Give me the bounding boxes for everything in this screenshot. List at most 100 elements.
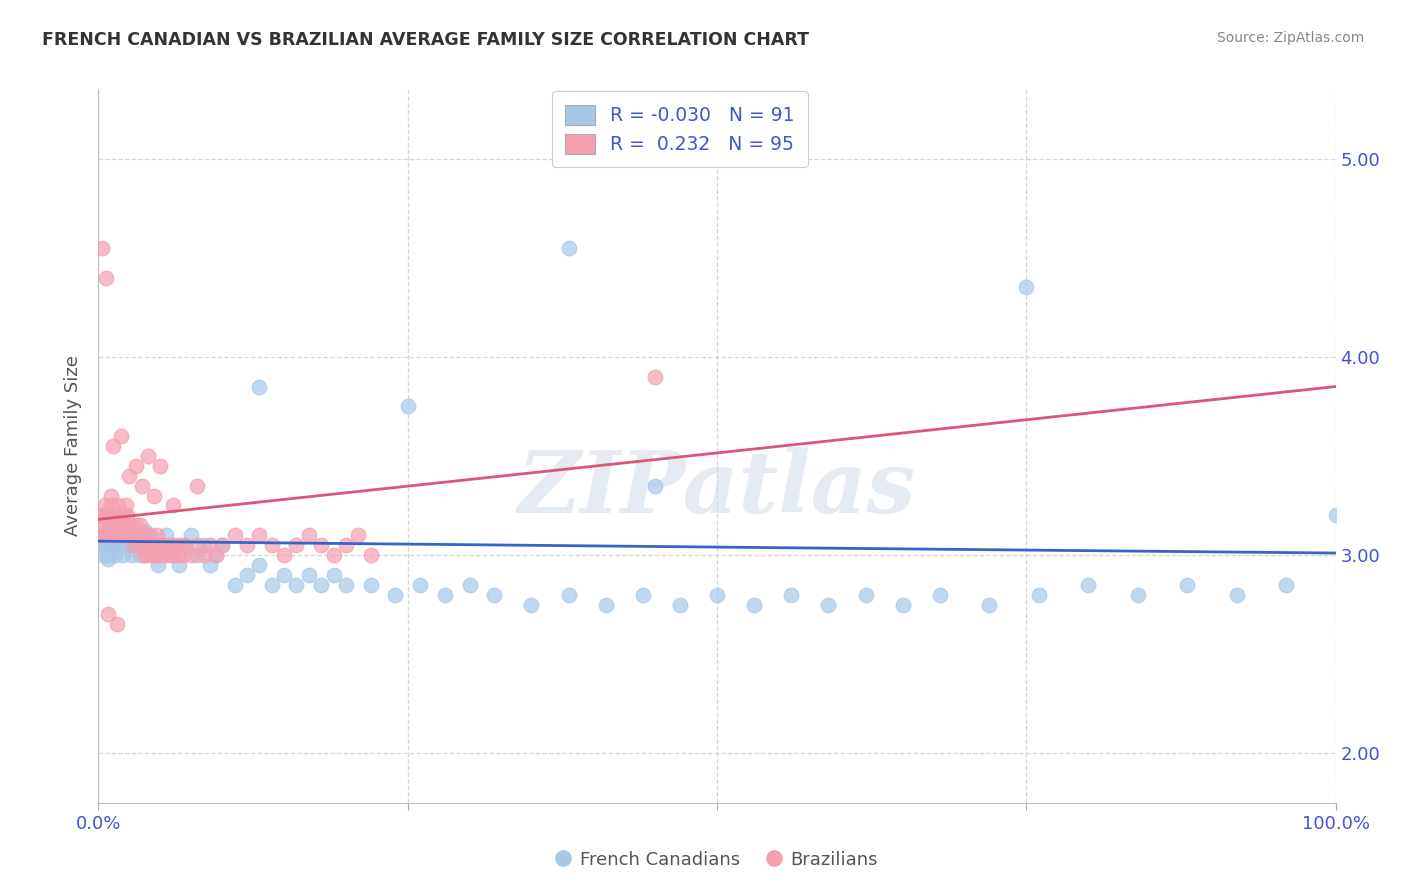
Point bbox=[90, 538, 112, 552]
Point bbox=[236, 538, 259, 552]
Point bbox=[107, 538, 129, 552]
Point bbox=[103, 518, 125, 533]
Point bbox=[101, 508, 124, 523]
Point bbox=[166, 548, 188, 562]
Point bbox=[129, 518, 152, 533]
Point bbox=[100, 499, 122, 513]
Point bbox=[891, 598, 914, 612]
Point bbox=[742, 598, 765, 612]
Point bbox=[205, 548, 228, 562]
Point bbox=[91, 508, 114, 523]
Point bbox=[162, 548, 184, 562]
Point bbox=[93, 548, 115, 562]
Point bbox=[174, 538, 197, 552]
Point bbox=[520, 598, 543, 612]
Point bbox=[273, 567, 295, 582]
Point bbox=[143, 489, 166, 503]
Point bbox=[100, 489, 122, 503]
Point bbox=[135, 548, 157, 562]
Point bbox=[1226, 588, 1249, 602]
Point bbox=[134, 548, 156, 562]
Point bbox=[155, 538, 177, 552]
Point bbox=[557, 241, 579, 255]
Point bbox=[138, 528, 160, 542]
Point bbox=[162, 499, 184, 513]
Point bbox=[105, 617, 128, 632]
Point bbox=[104, 508, 127, 523]
Point bbox=[104, 532, 127, 546]
Point bbox=[91, 241, 114, 255]
Point bbox=[115, 508, 138, 523]
Point bbox=[127, 538, 149, 552]
Point bbox=[143, 548, 166, 562]
Text: FRENCH CANADIAN VS BRAZILIAN AVERAGE FAMILY SIZE CORRELATION CHART: FRENCH CANADIAN VS BRAZILIAN AVERAGE FAM… bbox=[42, 31, 810, 49]
Point bbox=[110, 429, 132, 443]
Point bbox=[335, 578, 357, 592]
Point bbox=[132, 532, 155, 546]
Point bbox=[136, 538, 159, 552]
Point bbox=[198, 538, 221, 552]
Point bbox=[108, 528, 131, 542]
Point bbox=[89, 528, 111, 542]
Point bbox=[142, 538, 165, 552]
Point bbox=[180, 528, 202, 542]
Point bbox=[143, 538, 166, 552]
Point bbox=[193, 548, 215, 562]
Point bbox=[322, 548, 344, 562]
Point bbox=[360, 578, 382, 592]
Point bbox=[1175, 578, 1198, 592]
Point bbox=[131, 528, 153, 542]
Point bbox=[124, 532, 146, 546]
Point bbox=[557, 588, 579, 602]
Point bbox=[146, 558, 169, 572]
Point bbox=[90, 518, 112, 533]
Point bbox=[247, 528, 270, 542]
Point bbox=[97, 552, 120, 566]
Point bbox=[127, 538, 149, 552]
Point bbox=[122, 538, 145, 552]
Point bbox=[347, 528, 370, 542]
Point bbox=[141, 548, 163, 562]
Point bbox=[122, 538, 145, 552]
Point bbox=[117, 518, 139, 533]
Point bbox=[159, 538, 181, 552]
Point bbox=[120, 518, 142, 533]
Point bbox=[94, 508, 117, 523]
Point bbox=[855, 588, 877, 602]
Point bbox=[384, 588, 406, 602]
Point bbox=[124, 528, 146, 542]
Text: Source: ZipAtlas.com: Source: ZipAtlas.com bbox=[1216, 31, 1364, 45]
Point bbox=[669, 598, 692, 612]
Point bbox=[134, 538, 156, 552]
Point bbox=[117, 528, 139, 542]
Point bbox=[112, 508, 135, 523]
Point bbox=[97, 607, 120, 622]
Point bbox=[1275, 578, 1298, 592]
Point bbox=[103, 548, 125, 562]
Point bbox=[205, 548, 228, 562]
Point bbox=[101, 518, 124, 533]
Point bbox=[142, 538, 165, 552]
Point bbox=[186, 548, 208, 562]
Point bbox=[139, 528, 162, 542]
Point bbox=[139, 538, 162, 552]
Point bbox=[108, 508, 131, 523]
Point bbox=[148, 548, 170, 562]
Point bbox=[112, 548, 135, 562]
Point bbox=[93, 528, 115, 542]
Point bbox=[298, 528, 321, 542]
Legend: French Canadians, Brazilians: French Canadians, Brazilians bbox=[548, 844, 886, 876]
Point bbox=[644, 369, 666, 384]
Point bbox=[121, 528, 143, 542]
Point bbox=[97, 528, 120, 542]
Point bbox=[180, 548, 202, 562]
Point bbox=[260, 578, 283, 592]
Text: ZIPatlas: ZIPatlas bbox=[517, 447, 917, 531]
Point bbox=[1015, 280, 1038, 294]
Point bbox=[111, 528, 134, 542]
Point bbox=[136, 538, 159, 552]
Point bbox=[260, 538, 283, 552]
Point bbox=[149, 538, 172, 552]
Point bbox=[118, 528, 141, 542]
Point bbox=[96, 518, 118, 533]
